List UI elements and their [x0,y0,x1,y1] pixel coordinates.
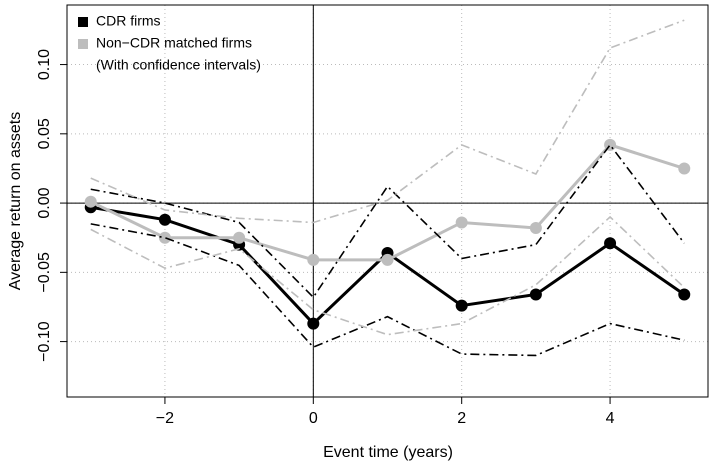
data-point [529,222,542,235]
x-axis-label: Event time (years) [323,444,453,461]
confidence-line [90,223,685,357]
plot-frame [66,4,709,398]
legend-note: (With confidence intervals) [96,57,261,73]
legend-swatch [78,39,88,49]
data-point [529,288,542,301]
y-tick-label: 0.05 [36,118,53,149]
y-tick-label: 0.00 [36,187,53,218]
data-point [604,138,617,151]
x-tick-label: 4 [606,410,615,427]
data-point [158,231,171,244]
x-tick-label: −2 [156,410,174,427]
confidence-line [90,19,685,224]
x-tick-label: 0 [309,410,318,427]
legend-label: CDR firms [96,13,161,29]
confidence-line [90,215,685,336]
data-point [455,299,468,312]
y-tick-label: 0.10 [36,49,53,80]
legend-label: Non−CDR matched firms [96,35,252,51]
data-point [158,213,171,226]
confidence-line [90,143,685,299]
y-tick-label: −0.10 [36,321,53,362]
data-point [233,231,246,244]
data-point [678,162,691,175]
data-line [90,143,685,262]
data-point [84,195,97,208]
data-point [381,253,394,266]
data-point [307,317,320,330]
data-point [678,288,691,301]
y-axis-label: Average return on assets [7,112,24,290]
x-tick-label: 2 [457,410,466,427]
legend-swatch [78,17,88,27]
data-point [307,253,320,266]
data-point [455,216,468,229]
data-point [604,237,617,250]
y-tick-label: −0.05 [36,252,53,293]
